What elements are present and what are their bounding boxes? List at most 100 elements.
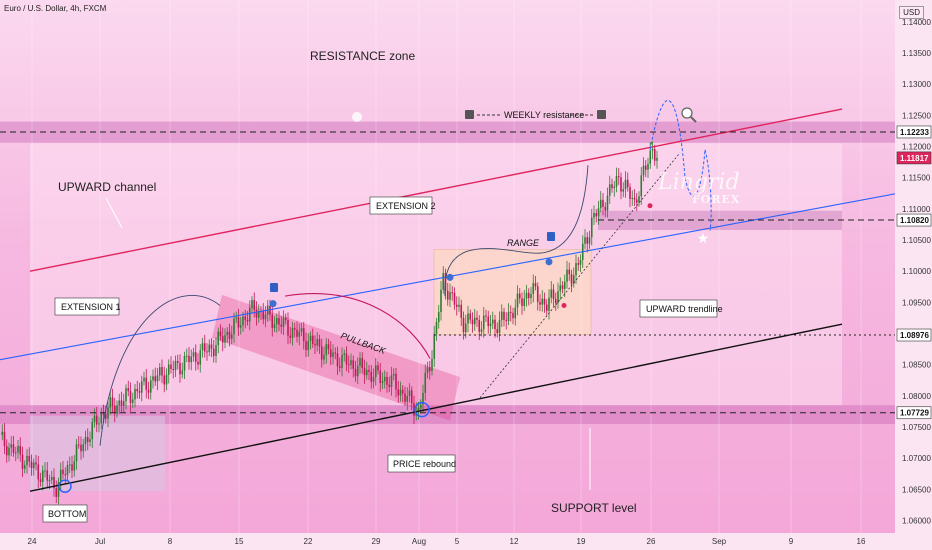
candle-body — [496, 329, 499, 333]
candle-body — [363, 367, 366, 376]
candle-body — [568, 269, 571, 275]
download-icon — [547, 232, 555, 241]
candle-body — [271, 314, 274, 328]
price-tag — [896, 151, 932, 165]
candle-body — [327, 344, 330, 350]
y-tick-label: 1.11000 — [902, 205, 931, 214]
currency-label[interactable]: USD — [899, 6, 924, 19]
x-tick-label: 5 — [455, 537, 460, 546]
candle-body — [500, 311, 503, 321]
candle-body — [233, 318, 235, 335]
support-level-label: SUPPORT level — [551, 501, 637, 515]
candle-body — [467, 313, 469, 324]
arrow-down-icon — [352, 112, 362, 122]
candle-body — [165, 374, 168, 385]
candle-body — [649, 150, 652, 164]
candle-body — [480, 329, 483, 332]
candle-body — [239, 325, 242, 328]
candle-body — [534, 283, 537, 287]
candle-body — [287, 320, 289, 336]
candle-body — [602, 199, 604, 207]
candle-body — [509, 311, 512, 313]
candle-body — [622, 188, 625, 192]
candle-body — [536, 286, 539, 303]
channel-pointer — [105, 197, 123, 229]
star-icon: ★ — [697, 230, 710, 246]
extension2-arc — [444, 165, 589, 297]
candle-body — [617, 176, 620, 178]
candle-body — [282, 317, 285, 327]
candle-body — [453, 292, 456, 305]
price-tag — [896, 328, 932, 342]
candle-body — [291, 328, 294, 338]
x-tick-label: 22 — [304, 537, 313, 546]
candle-body — [163, 375, 166, 385]
candle-body — [122, 401, 125, 406]
candle-body — [442, 273, 445, 290]
candle-body — [221, 336, 224, 343]
candle-body — [12, 444, 15, 453]
y-tick-label: 1.06500 — [902, 485, 931, 494]
y-tick-label: 1.12500 — [902, 111, 931, 120]
resistance-zone-label: RESISTANCE zone — [310, 49, 415, 63]
candle-body — [46, 470, 49, 481]
x-tick-label: 19 — [577, 537, 586, 546]
y-tick-label: 1.06000 — [902, 517, 931, 526]
candle-body — [68, 464, 71, 466]
candle-body — [507, 311, 510, 322]
candle-body — [426, 367, 429, 373]
candle-body — [332, 352, 334, 358]
candle-body — [107, 407, 109, 419]
extension2-callout: EXTENSION 2 — [369, 196, 436, 215]
price-tag — [896, 125, 932, 139]
candle-body — [606, 195, 609, 211]
candle-body — [82, 444, 85, 452]
candle-body — [278, 318, 280, 325]
price-tag-label: 1.08976 — [900, 331, 929, 340]
candle-body — [424, 372, 427, 393]
candle-body — [57, 481, 60, 497]
price-tag — [896, 213, 932, 227]
candle-body — [413, 403, 415, 416]
candle-body — [374, 365, 377, 378]
candle-body — [199, 350, 202, 365]
y-tick-label: 1.09500 — [902, 298, 931, 307]
extension1-label: EXTENSION 1 — [61, 302, 121, 312]
candle-body — [550, 289, 553, 298]
candle-body — [561, 285, 564, 289]
candle-body — [197, 361, 199, 365]
lingrid-logo: Lingrid FOREX — [658, 172, 740, 206]
candle-body — [460, 304, 463, 318]
candle-body — [608, 184, 611, 196]
candle-body — [419, 404, 422, 409]
candle-body — [237, 317, 240, 328]
candle-body — [482, 315, 485, 330]
candle-body — [251, 299, 253, 308]
candle-body — [102, 412, 105, 415]
x-tick-label: 8 — [168, 537, 173, 546]
candle-body — [590, 217, 593, 238]
candle-body — [485, 315, 487, 317]
candle-body — [212, 348, 215, 356]
channel-top-line — [29, 108, 843, 272]
candle-body — [172, 369, 175, 371]
candle-body — [478, 319, 481, 332]
candle-body — [192, 352, 195, 357]
candle-body — [613, 186, 616, 189]
candle-body — [325, 344, 328, 355]
candle-body — [462, 317, 465, 333]
y-tick-label: 1.14000 — [902, 18, 931, 27]
candle-body — [575, 263, 577, 276]
candle-body — [190, 356, 193, 363]
candle-body — [44, 470, 46, 472]
candle-body — [181, 370, 184, 375]
candle-body — [230, 334, 233, 339]
candle-body — [377, 365, 379, 371]
candle-body — [372, 377, 375, 382]
candle-body — [503, 311, 505, 320]
candle-body — [98, 423, 100, 425]
candle-body — [350, 360, 352, 365]
bottom-marker — [58, 479, 72, 493]
candle-body — [3, 431, 6, 446]
candle-body — [647, 163, 649, 170]
